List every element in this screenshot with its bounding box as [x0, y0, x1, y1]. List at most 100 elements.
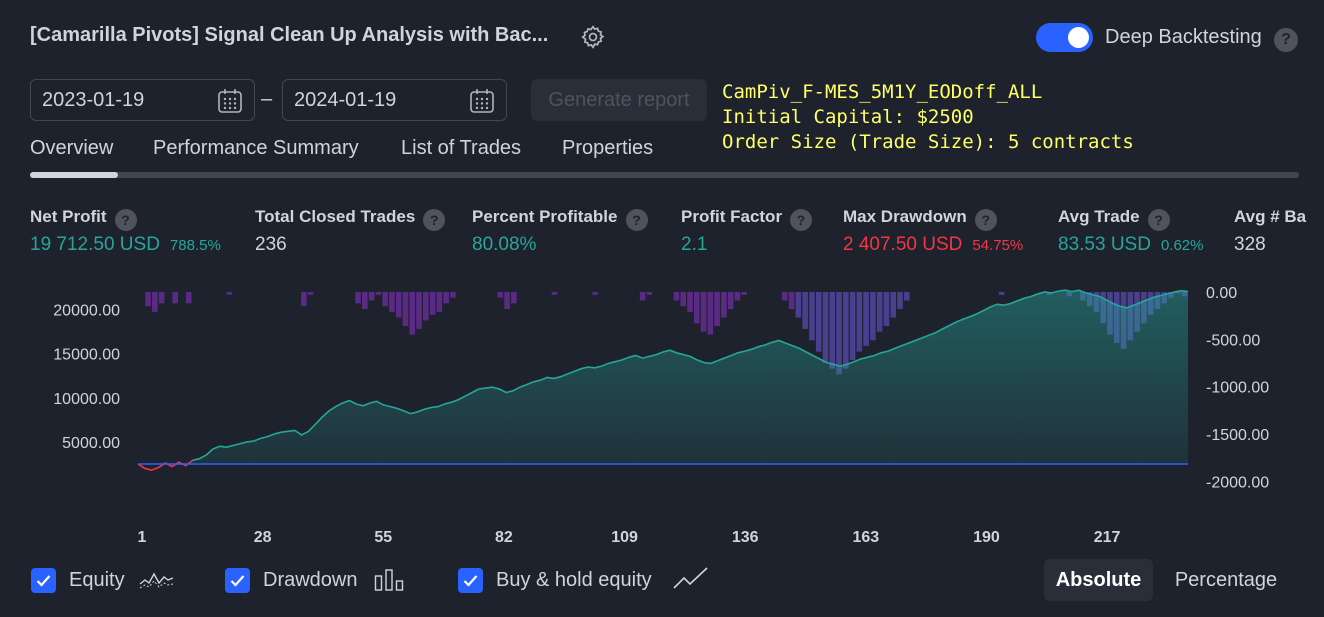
metric-value: 80.08%: [472, 234, 536, 256]
date-separator: –: [261, 88, 273, 110]
info-icon[interactable]: ?: [423, 209, 446, 231]
drawdown-bar: [903, 292, 910, 301]
metric-value-text: 80.08%: [472, 234, 537, 255]
tab-overview[interactable]: Overview: [30, 137, 114, 159]
legend-equity-label: Equity: [69, 569, 125, 591]
metric-value-text: 236: [255, 234, 287, 255]
start-date-input[interactable]: [31, 80, 211, 120]
drawdown-bar: [822, 292, 829, 363]
info-icon[interactable]: ?: [114, 209, 137, 231]
drawdown-bar: [802, 292, 808, 329]
drawdown-bar: [782, 292, 788, 301]
toggle-knob: [1068, 27, 1089, 48]
gear-icon[interactable]: [580, 24, 606, 50]
drawdown-bar: [395, 292, 402, 318]
drawdown-bar: [829, 292, 836, 369]
drawdown-bar: [843, 292, 849, 369]
tab-list-of-trades[interactable]: List of Trades: [401, 137, 522, 159]
calendar-icon[interactable]: [216, 87, 244, 115]
equity-line-icon: [139, 572, 174, 589]
deep-backtesting-toggle[interactable]: [1036, 23, 1093, 52]
metric-label: Total Closed Trades: [255, 207, 416, 226]
drawdown-bar: [883, 292, 890, 327]
drawdown-bar: [355, 292, 361, 304]
metric-label: Percent Profitable: [472, 207, 618, 226]
drawdown-checkbox[interactable]: [225, 568, 250, 593]
drawdown-bar: [687, 292, 693, 312]
drawdown-bar: [497, 292, 504, 298]
check-icon: [36, 575, 51, 587]
drawdown-bar: [788, 292, 795, 310]
metric-label: Avg # Ba: [1234, 207, 1307, 226]
x-tick-label: 190: [973, 529, 1000, 546]
drawdown-bar: [734, 292, 741, 301]
tab-track: [30, 172, 1299, 178]
metric-4: Max Drawdown? 2 407.50 USD 54.75%: [843, 207, 1023, 255]
tab-properties[interactable]: Properties: [562, 137, 654, 159]
drawdown-bar: [511, 292, 517, 304]
end-date-field[interactable]: [282, 79, 507, 121]
absolute-button[interactable]: Absolute: [1044, 559, 1153, 601]
right-tick-label: -1500.00: [1206, 427, 1269, 444]
drawdown-bar: [226, 292, 233, 295]
drawdown-bar: [897, 292, 903, 310]
metric-label: Profit Factor: [681, 207, 783, 226]
drawdown-bar: [836, 292, 842, 375]
drawdown-bar: [382, 292, 388, 307]
drawdown-bar: [673, 292, 680, 301]
drawdown-bar: [185, 292, 192, 304]
tab-performance-summary[interactable]: Performance Summary: [153, 137, 359, 159]
deep-backtesting-label: Deep Backtesting: [1105, 26, 1262, 48]
end-date-input[interactable]: [283, 80, 463, 120]
x-tick-label: 217: [1094, 529, 1121, 546]
buyhold-checkbox[interactable]: [458, 568, 483, 593]
strategy-title: [Camarilla Pivots] Signal Clean Up Analy…: [30, 24, 549, 46]
drawdown-bar: [368, 292, 375, 301]
percentage-button[interactable]: Percentage: [1162, 559, 1290, 601]
drawdown-bar: [639, 292, 646, 301]
calendar-icon[interactable]: [468, 87, 496, 115]
metric-3: Profit Factor? 2.1: [681, 207, 813, 255]
drawdown-bar: [592, 292, 598, 295]
metric-value-text: 2.1: [681, 234, 708, 255]
drawdown-bar: [307, 292, 314, 295]
info-icon[interactable]: ?: [790, 209, 813, 231]
equity-checkbox[interactable]: [31, 568, 56, 593]
check-icon: [230, 575, 245, 587]
drawdown-bar: [707, 292, 714, 335]
drawdown-bar: [646, 292, 653, 295]
metric-percent: 788.5%: [169, 237, 221, 254]
drawdown-bar: [375, 292, 382, 295]
trend-line-icon: [673, 567, 708, 589]
equity-area: [138, 290, 1188, 464]
info-icon[interactable]: ?: [974, 209, 997, 231]
info-icon[interactable]: ?: [1147, 209, 1170, 231]
start-date-field[interactable]: [30, 79, 255, 121]
drawdown-bar: [551, 292, 558, 295]
drawdown-bar: [721, 292, 727, 318]
drawdown-bar: [741, 292, 747, 295]
generate-report-button[interactable]: Generate report: [531, 79, 707, 121]
left-tick-label: 15000.00: [53, 347, 120, 364]
equity-line-negative: [137, 459, 193, 471]
drawdown-bar: [795, 292, 802, 318]
right-tick-label: -2000.00: [1206, 474, 1269, 491]
drawdown-bar: [301, 292, 307, 307]
drawdown-bar: [409, 292, 416, 335]
drawdown-bar: [714, 292, 720, 327]
metric-value: 2.1: [681, 234, 707, 256]
help-icon[interactable]: ?: [1274, 28, 1298, 52]
metric-value: 236: [255, 234, 287, 256]
drawdown-bar: [727, 292, 734, 310]
drawdown-bar: [856, 292, 863, 352]
bar-chart-icon: [374, 569, 404, 591]
metric-value: 2 407.50 USD 54.75%: [843, 234, 1023, 256]
info-icon[interactable]: ?: [625, 209, 648, 231]
x-tick-label: 163: [852, 529, 879, 546]
drawdown-bar: [815, 292, 822, 352]
metric-value: 83.53 USD 0.62%: [1058, 234, 1204, 256]
metric-6: Avg # Ba 328: [1234, 207, 1307, 255]
metric-value-text: 83.53 USD: [1058, 234, 1151, 255]
metric-label: Avg Trade: [1058, 207, 1140, 226]
drawdown-bar: [389, 292, 395, 312]
